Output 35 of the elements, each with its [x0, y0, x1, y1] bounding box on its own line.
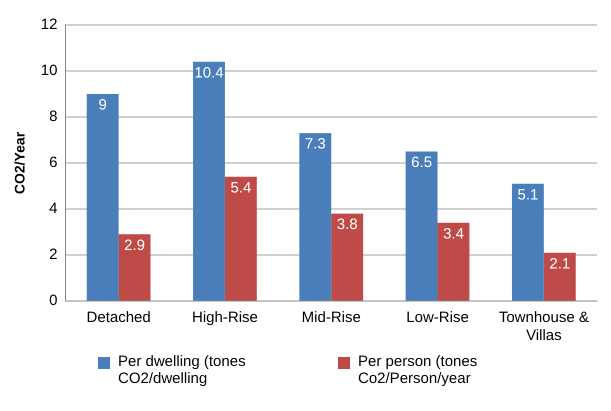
- bar: [299, 133, 332, 300]
- bar: [512, 184, 544, 300]
- y-tick-label: 2: [49, 246, 58, 264]
- data-label: 7.3: [304, 136, 326, 153]
- x-tick-label: Mid-Rise: [302, 309, 361, 326]
- data-label: 5.1: [517, 186, 538, 204]
- x-tick-label: Detached: [86, 309, 151, 326]
- data-label: 6.5: [411, 154, 432, 172]
- y-tick-label: 12: [40, 16, 58, 34]
- y-tick-label: 10: [40, 62, 58, 80]
- bar: [224, 176, 257, 300]
- bar: [118, 234, 151, 300]
- y-axis-title: CO2/Year: [11, 131, 28, 194]
- legend-label: Per dwelling (tones CO2/dwelling: [118, 353, 247, 387]
- data-label: 2.9: [124, 236, 146, 254]
- bar: [406, 152, 438, 300]
- data-label: 5.4: [230, 179, 252, 196]
- x-tick-label: Low-Rise: [406, 309, 469, 326]
- bar: [193, 62, 225, 300]
- x-tick-label: Townhouse & Villas: [498, 309, 589, 344]
- data-label: 3.8: [336, 216, 358, 234]
- data-label: 2.1: [549, 255, 570, 272]
- y-tick-label: 8: [49, 108, 58, 126]
- bar: [86, 94, 119, 300]
- data-label: 9: [98, 96, 107, 114]
- x-tick-label: High-Rise: [192, 309, 258, 326]
- y-tick-label: 6: [49, 154, 58, 172]
- data-label: 10.4: [194, 64, 224, 82]
- bar: [331, 214, 364, 300]
- legend-label: Per person (tones Co2/Person/year: [358, 353, 478, 387]
- y-tick-label: 0: [49, 292, 58, 310]
- y-tick-label: 4: [49, 200, 58, 218]
- bar: [544, 252, 576, 300]
- bar: [438, 222, 470, 300]
- data-label: 3.4: [443, 225, 464, 242]
